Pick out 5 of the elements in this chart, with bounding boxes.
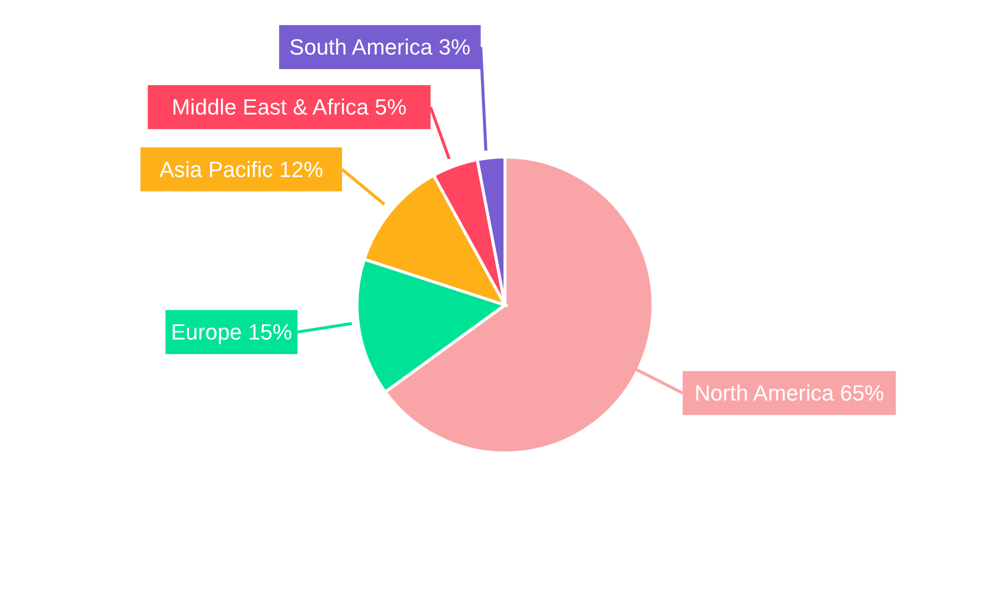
slice-label: Europe 15% <box>170 320 292 345</box>
slice-label: South America 3% <box>289 34 470 60</box>
slice-label: Middle East & Africa 5% <box>172 94 407 120</box>
slice-label: Asia Pacific 12% <box>159 156 324 182</box>
slice-label: North America 65% <box>694 380 884 406</box>
